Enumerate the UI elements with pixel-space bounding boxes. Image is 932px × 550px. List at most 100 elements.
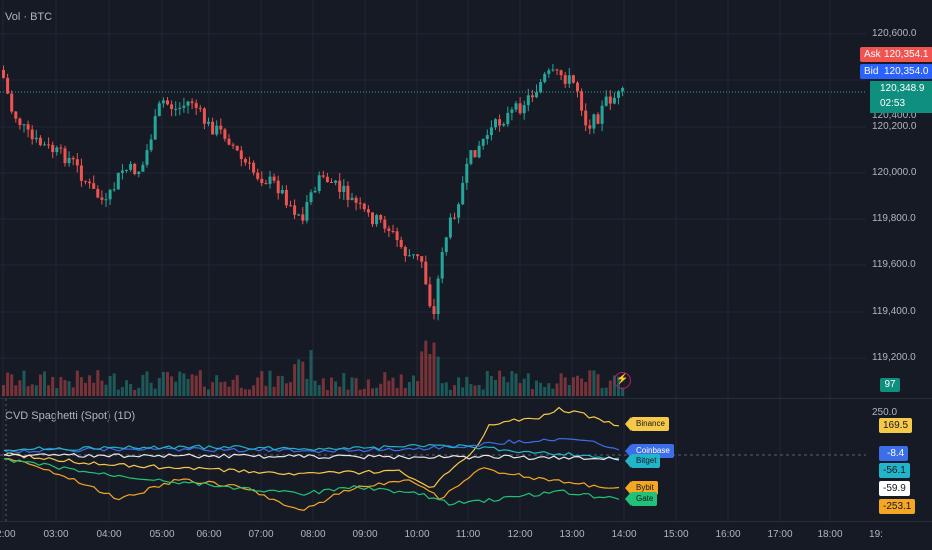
volume-bar <box>588 370 592 396</box>
candle-body <box>186 101 190 106</box>
candle-body <box>92 183 96 189</box>
price-grid <box>0 0 866 398</box>
candle-body <box>256 172 260 179</box>
candle-body <box>621 88 625 92</box>
volume-bar <box>149 382 153 396</box>
series-label-bybit: Bybit <box>625 481 658 495</box>
candle-body <box>268 176 272 184</box>
time-label: 16:00 <box>715 529 741 540</box>
cvd-chart[interactable] <box>0 399 866 521</box>
volume-bar <box>284 383 288 396</box>
candle-body <box>617 91 620 98</box>
volume-bar <box>317 385 321 396</box>
volume-bar <box>420 351 424 396</box>
volume-bar <box>125 380 128 396</box>
candle-body <box>260 178 264 184</box>
candle-body <box>473 150 477 158</box>
volume-bar <box>18 380 22 396</box>
volume-bar <box>592 370 596 396</box>
candle-body <box>59 147 63 149</box>
volume-bar <box>440 383 444 396</box>
volume-bar <box>424 340 428 396</box>
candle-body <box>276 180 280 194</box>
volume-bar <box>526 373 530 396</box>
volume-bar <box>141 374 145 396</box>
ask-value: 120,354.1 <box>884 49 929 60</box>
volume-bar <box>10 374 14 396</box>
volume-bar <box>116 389 120 396</box>
candle-body <box>358 202 362 204</box>
ask-tag: Ask <box>860 47 885 62</box>
volume-bar <box>448 389 452 396</box>
candle-body <box>194 103 198 108</box>
volume-bar <box>342 373 346 396</box>
candle-body <box>227 138 231 145</box>
candle-body <box>88 181 92 184</box>
cvd-line-bitget <box>3 443 620 460</box>
volume-bar <box>182 373 186 396</box>
candle-body <box>535 92 538 98</box>
candle-body <box>174 108 178 110</box>
volume-bar <box>469 384 473 396</box>
volume-bar <box>47 385 51 396</box>
coinbase-value-tag: -8.4 <box>879 446 909 461</box>
candle-body <box>55 147 59 153</box>
time-label: 03:00 <box>43 529 69 540</box>
volume-bar <box>30 384 34 396</box>
candle-body <box>129 163 133 170</box>
candles <box>2 63 625 321</box>
volume-bar <box>387 380 391 396</box>
volume-bar <box>465 376 469 396</box>
volume-bar <box>338 386 342 396</box>
candle-body <box>379 215 383 220</box>
lightning-icon[interactable]: ⚡ <box>614 372 631 389</box>
candle-body <box>202 108 206 124</box>
volume-bar <box>321 378 325 396</box>
bybit-value-tag: -253.1 <box>879 499 916 514</box>
candle-body <box>563 75 567 84</box>
candle-body <box>559 70 563 76</box>
volume-bar <box>34 385 38 396</box>
candle-body <box>47 144 51 146</box>
time-label: 08:00 <box>300 529 326 540</box>
volume-bar <box>108 376 112 396</box>
volume-bar <box>280 375 284 396</box>
time-label: 06:00 <box>196 529 222 540</box>
price-chart[interactable] <box>0 0 866 398</box>
candle-body <box>596 114 600 124</box>
candle-body <box>428 284 432 307</box>
time-label: 04:00 <box>96 529 122 540</box>
candle-body <box>350 197 354 200</box>
indicator-axis-top: 250.0 <box>872 407 898 418</box>
volume-bar <box>227 386 231 396</box>
price-axis-label: 119,200.0 <box>872 352 916 363</box>
candle-body <box>235 145 239 151</box>
volume-bar <box>350 377 354 396</box>
volume-bar <box>2 385 5 396</box>
volume-bar <box>494 379 497 396</box>
candle-body <box>38 137 42 146</box>
volume-bar <box>379 383 383 396</box>
candle-body <box>6 77 10 94</box>
candle-body <box>67 157 71 164</box>
candle-body <box>198 107 202 109</box>
candle-body <box>108 189 112 200</box>
volume-bar <box>366 379 370 396</box>
candle-body <box>149 139 153 151</box>
candle-body <box>469 150 473 164</box>
candle-body <box>403 246 407 256</box>
candle-body <box>190 101 194 104</box>
pane-divider[interactable] <box>0 398 932 399</box>
candle-body <box>170 104 174 110</box>
candle-body <box>313 190 317 193</box>
volume-bar <box>38 374 42 396</box>
volume-bars <box>2 340 625 396</box>
volume-bar <box>436 356 440 396</box>
volume-bar <box>71 387 75 396</box>
volume-bar <box>88 375 92 396</box>
time-label: 12:00 <box>507 529 533 540</box>
series-label-binance: Binance <box>625 417 669 431</box>
volume-bar <box>518 383 522 396</box>
candle-body <box>75 159 79 166</box>
volume-bar <box>600 388 604 396</box>
